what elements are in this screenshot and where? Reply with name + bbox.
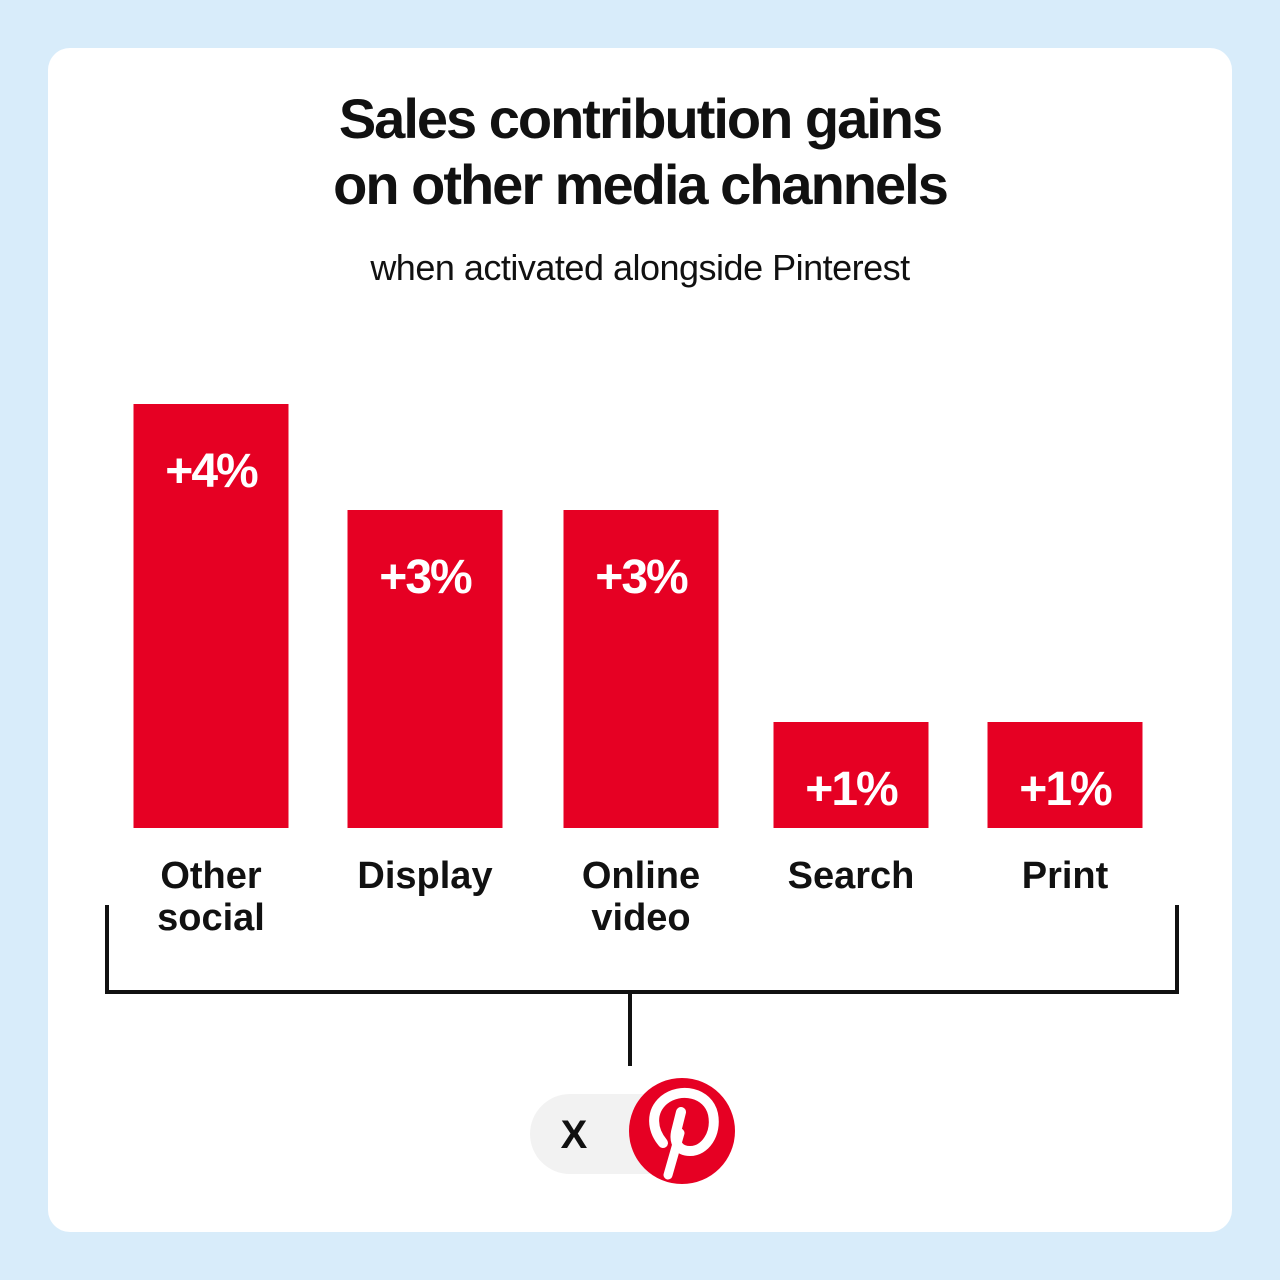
pinterest-badge: X (530, 1078, 735, 1184)
bar (773, 722, 929, 828)
bar (347, 510, 503, 828)
category-label-line: Display (357, 855, 492, 897)
bar-value-label: +1% (805, 763, 898, 816)
bar-value-label: +3% (379, 551, 472, 604)
bar (133, 404, 289, 828)
category-label-line: Other (160, 855, 262, 897)
bars-group: +4% +3% +3% +1% +1% (133, 404, 1143, 828)
category-label-line: Online (582, 855, 700, 897)
chart-title: Sales contribution gains on other media … (0, 86, 1280, 218)
chart-title-line-2: on other media channels (333, 153, 949, 216)
category-label: Online video (582, 855, 700, 939)
bar-value-label: +3% (595, 551, 688, 604)
category-label: Print (1022, 855, 1109, 897)
category-labels-group: Other social Display Online video Search Print (157, 855, 1108, 939)
bar (987, 722, 1143, 828)
category-label: Search (788, 855, 915, 897)
chart-title-line-1: Sales contribution gains (338, 87, 943, 150)
category-label: Display (357, 855, 492, 897)
category-label-line: Search (788, 855, 915, 897)
category-label-line: video (591, 897, 690, 939)
bar (563, 510, 719, 828)
bar-value-label: +1% (1019, 763, 1112, 816)
chart-subtitle: when activated alongside Pinterest (370, 247, 910, 288)
category-label-line: social (157, 897, 265, 939)
pinterest-logo-icon (629, 1078, 735, 1184)
bracket (105, 905, 1179, 1066)
category-label-line: Print (1022, 855, 1109, 897)
category-label: Other social (157, 855, 265, 939)
multiplier-x: X (561, 1113, 588, 1157)
bar-value-label: +4% (165, 445, 258, 498)
